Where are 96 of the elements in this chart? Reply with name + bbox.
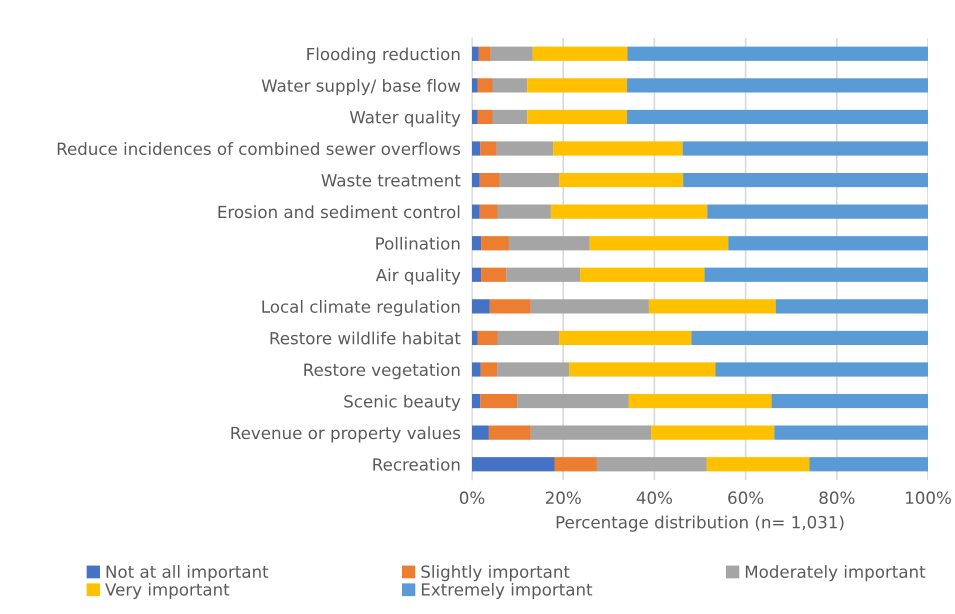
bar — [559, 330, 692, 346]
x-tick-label: 0% — [460, 491, 484, 504]
bar — [627, 78, 928, 92]
legend-label: Extremely important — [422, 582, 592, 599]
bar — [498, 330, 560, 346]
x-axis-title: Percentage distribution (n= 1,031) — [556, 516, 844, 532]
bar — [774, 426, 928, 440]
bar — [683, 172, 928, 188]
bar — [480, 172, 500, 188]
bar — [477, 330, 498, 346]
bar — [472, 110, 478, 124]
bar — [498, 204, 551, 219]
y-tick-label: Recreation — [373, 458, 460, 471]
bar — [651, 426, 774, 440]
y-tick-label: Air quality — [376, 268, 460, 285]
bar — [480, 362, 498, 377]
bar — [496, 141, 554, 156]
bar — [472, 268, 482, 282]
bar — [627, 46, 928, 61]
bar — [706, 457, 810, 472]
x-tick-label: 80% — [819, 491, 854, 504]
bar — [728, 236, 928, 250]
x-tick-label: 40% — [636, 491, 672, 504]
bar — [506, 268, 580, 282]
bar — [492, 78, 528, 92]
bar — [472, 330, 478, 346]
bar — [472, 46, 479, 61]
bar — [590, 236, 728, 250]
legend-label: Not at all important — [106, 565, 268, 582]
y-tick-label: Erosion and sediment control — [218, 205, 460, 218]
bar — [472, 236, 482, 250]
bar — [596, 457, 707, 472]
bar — [527, 110, 628, 124]
y-tick-label: Water supply/ base flow — [262, 79, 460, 96]
x-tick-label: 100% — [906, 491, 951, 504]
bar — [580, 268, 705, 282]
bar — [682, 141, 928, 156]
y-tick-label: Pollination — [376, 236, 460, 250]
bar — [472, 141, 480, 156]
bar — [554, 457, 597, 472]
x-tick-label: 20% — [546, 491, 581, 504]
bar — [776, 299, 928, 314]
bar — [716, 362, 928, 377]
bar — [517, 394, 629, 408]
bar — [704, 268, 928, 282]
bar — [772, 394, 928, 408]
bar — [472, 204, 480, 219]
y-tick-label: Flooding reduction — [307, 47, 460, 64]
y-tick-label: Revenue or property values — [231, 426, 460, 442]
legend-label: Moderately important — [746, 565, 926, 582]
bar — [492, 110, 528, 124]
bar — [481, 268, 506, 282]
bar — [472, 457, 555, 472]
bar — [490, 299, 531, 314]
y-tick-label: Water quality — [350, 110, 460, 127]
bar — [553, 141, 683, 156]
legend-label: Slightly important — [421, 565, 570, 582]
bar — [532, 46, 628, 61]
bar — [490, 46, 533, 61]
y-tick-label: Local climate regulation — [262, 300, 460, 316]
bar — [707, 204, 928, 219]
bar — [809, 457, 928, 472]
bar — [530, 426, 652, 440]
bar — [508, 236, 590, 250]
bar — [691, 330, 928, 346]
bar — [530, 299, 649, 314]
bar — [500, 172, 560, 188]
bar — [481, 236, 509, 250]
bar — [472, 172, 480, 188]
bar — [477, 110, 493, 124]
bar — [488, 426, 531, 440]
y-tick-label: Reduce incidences of combined sewer overflows — [58, 142, 460, 156]
bar — [559, 172, 684, 188]
y-tick-label: Waste treatment — [321, 174, 460, 187]
bar — [480, 204, 498, 219]
bar — [480, 141, 497, 156]
bar — [472, 78, 478, 92]
bar — [527, 78, 628, 92]
y-tick-label: Restore wildlife habitat — [270, 332, 460, 344]
bar — [472, 362, 481, 377]
y-tick-label: Scenic beauty — [344, 394, 460, 411]
bar — [497, 362, 570, 377]
bar — [478, 46, 491, 61]
y-tick-label: Restore vegetation — [304, 363, 460, 380]
legend-label: Very important — [105, 582, 230, 599]
bar — [627, 110, 928, 124]
bar — [550, 204, 708, 219]
bar — [472, 394, 480, 408]
bar — [569, 362, 716, 377]
bar — [472, 426, 489, 440]
bar — [477, 78, 493, 92]
bar — [480, 394, 518, 408]
bar — [648, 299, 776, 314]
bar — [628, 394, 772, 408]
bar — [472, 299, 490, 314]
x-tick-label: 60% — [728, 491, 764, 504]
